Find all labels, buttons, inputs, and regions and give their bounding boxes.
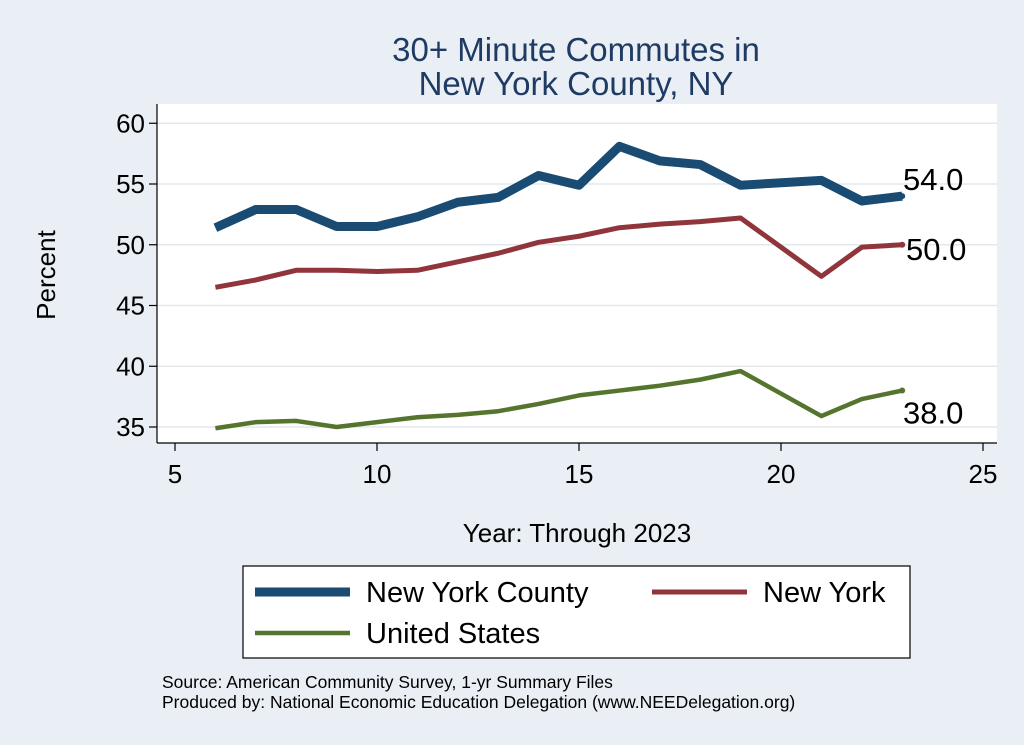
series-line-new-york-county xyxy=(213,141,903,232)
legend-label-united-states: United States xyxy=(366,618,540,650)
legend-label-new-york: New York xyxy=(763,577,886,609)
x-tick-label: 20 xyxy=(767,459,796,489)
end-label-united-states: 38.0 xyxy=(903,396,963,431)
y-tick-label: 35 xyxy=(116,412,145,442)
y-tick-label: 50 xyxy=(116,230,145,260)
grid-lines xyxy=(157,122,997,428)
x-tick-label: 10 xyxy=(363,459,392,489)
end-label-new-york-county: 54.0 xyxy=(903,162,963,197)
source-note: Source: American Community Survey, 1-yr … xyxy=(162,672,613,692)
legend: New York County New York United States xyxy=(255,577,886,650)
legend-label-new-york-county: New York County xyxy=(366,577,589,609)
series-end-marker-new-york-county xyxy=(899,193,906,200)
axis-ticks: 35 40 45 50 55 60 5 10 15 20 25 xyxy=(116,108,997,489)
producer-note: Produced by: National Economic Education… xyxy=(162,692,795,712)
end-label-new-york: 50.0 xyxy=(906,232,966,267)
plot-area xyxy=(157,104,997,443)
series-line-new-york xyxy=(214,215,903,290)
x-axis-title: Year: Through 2023 xyxy=(463,518,691,548)
x-tick-label: 5 xyxy=(168,459,182,489)
chart-title-line-1: 30+ Minute Commutes in xyxy=(392,31,760,68)
end-labels: 54.0 50.0 38.0 xyxy=(903,162,966,430)
y-tick-label: 55 xyxy=(116,169,145,199)
y-tick-label: 45 xyxy=(116,291,145,321)
legend-box xyxy=(242,565,911,659)
y-axis-title: Percent xyxy=(31,229,61,319)
x-tick-label: 25 xyxy=(969,459,998,489)
series-end-marker-united-states xyxy=(899,387,906,394)
y-tick-label: 40 xyxy=(116,351,145,381)
axes xyxy=(156,104,997,444)
y-tick-label: 60 xyxy=(116,108,145,138)
chart-title-line-2: New York County, NY xyxy=(419,65,734,102)
series-end-marker-new-york xyxy=(899,241,906,248)
series-line-united-states xyxy=(215,368,903,431)
x-tick-label: 15 xyxy=(565,459,594,489)
series-lines xyxy=(213,141,906,431)
